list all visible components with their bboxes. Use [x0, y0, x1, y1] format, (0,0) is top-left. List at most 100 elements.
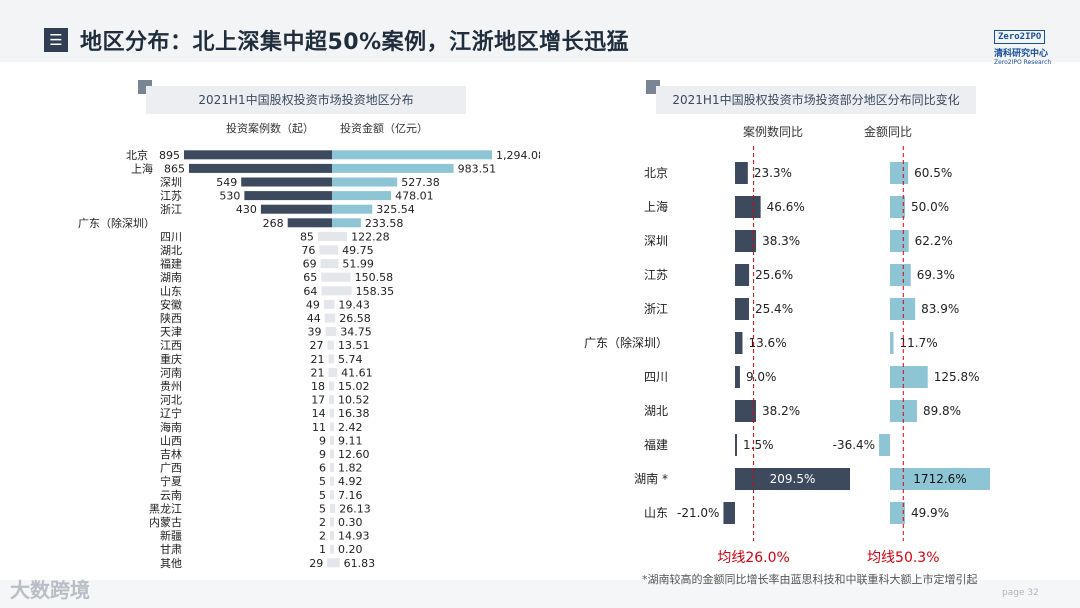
- count-bar: [330, 490, 332, 500]
- category-label: 内蒙古: [149, 515, 182, 529]
- category-label: 北京: [126, 148, 148, 162]
- count-value-label: 549: [216, 176, 237, 189]
- case-average-label: 均线26.0%: [717, 550, 789, 566]
- amount-value-label: 233.58: [365, 217, 404, 230]
- category-label: 湖北: [160, 244, 182, 257]
- count-bar: [330, 544, 332, 554]
- category-label: 深圳: [160, 176, 182, 189]
- amount-yoy-value-label: -36.4%: [833, 438, 875, 452]
- category-label: 其他: [160, 557, 182, 570]
- amount-yoy-bar: [879, 434, 890, 456]
- amount-bar: [332, 517, 334, 527]
- amount-yoy-value-label: 60.5%: [914, 166, 952, 180]
- amount-bar: [332, 231, 348, 241]
- category-label: 湖北: [644, 403, 668, 418]
- menu-icon[interactable]: ☰: [44, 28, 68, 52]
- amount-value-label: 527.38: [401, 176, 440, 189]
- count-value-label: 17: [311, 394, 325, 407]
- count-value-label: 11: [312, 421, 326, 434]
- amount-value-label: 61.83: [344, 557, 376, 570]
- category-label: 云南: [160, 489, 182, 502]
- amount-yoy-bar: [890, 230, 909, 252]
- case-yoy-value-label: 38.2%: [762, 404, 800, 418]
- count-value-label: 18: [311, 380, 325, 393]
- legend-amount: 投资金额（亿元）: [340, 121, 428, 135]
- count-value-label: 21: [311, 353, 325, 366]
- count-value-label: 49: [306, 298, 320, 311]
- case-yoy-bar: [735, 264, 750, 286]
- count-value-label: 5: [319, 502, 326, 515]
- case-yoy-bar: [735, 196, 761, 218]
- amount-yoy-value-label: 83.9%: [921, 302, 959, 316]
- category-label: 湖南 *: [634, 471, 668, 486]
- count-bar: [321, 272, 332, 282]
- count-bar: [327, 340, 332, 350]
- category-label: 山东: [160, 285, 182, 298]
- amount-value-label: 983.51: [458, 162, 497, 175]
- count-bar: [330, 422, 332, 432]
- series-label-case: 案例数同比: [743, 124, 803, 139]
- count-value-label: 530: [219, 190, 240, 203]
- case-yoy-bar: [735, 434, 737, 456]
- amount-bar: [332, 204, 373, 214]
- amount-yoy-value-label: 1712.6%: [913, 472, 966, 486]
- amount-bar: [332, 340, 334, 350]
- amount-bar: [332, 313, 336, 323]
- amount-yoy-bar: [890, 332, 894, 354]
- case-yoy-bar: [735, 468, 850, 490]
- amount-bar: [332, 286, 352, 296]
- series-label-amount: 金额同比: [864, 124, 912, 139]
- count-bar: [321, 286, 332, 296]
- amount-value-label: 19.43: [338, 298, 370, 311]
- amount-value-label: 13.51: [338, 339, 370, 352]
- amount-value-label: 150.58: [355, 271, 394, 284]
- case-yoy-value-label: 25.6%: [755, 268, 793, 282]
- amount-yoy-bar: [890, 502, 905, 524]
- amount-value-label: 0.30: [338, 516, 363, 529]
- amount-yoy-value-label: 69.3%: [917, 268, 955, 282]
- category-label: 四川: [644, 370, 668, 384]
- category-label: 贵州: [160, 380, 182, 393]
- category-label: 吉林: [160, 447, 182, 461]
- amount-value-label: 49.75: [342, 244, 374, 257]
- amount-average-label: 均线50.3%: [867, 550, 939, 566]
- category-label: 辽宁: [160, 406, 182, 420]
- count-bar: [330, 503, 332, 513]
- watermark: 大数跨境: [10, 578, 90, 602]
- category-label: 黑龙江: [149, 502, 182, 515]
- logo-en-text: Zero2IPO Research: [994, 59, 1052, 66]
- count-bar: [330, 463, 332, 473]
- amount-value-label: 10.52: [338, 394, 370, 407]
- amount-value-label: 4.92: [338, 475, 363, 488]
- amount-bar: [332, 299, 335, 309]
- count-value-label: 39: [308, 326, 322, 339]
- amount-value-label: 7.16: [338, 489, 363, 502]
- count-bar: [328, 367, 332, 377]
- category-label: 江苏: [644, 268, 668, 282]
- page-title: 地区分布：北上深集中超50%案例，江浙地区增长迅猛: [80, 30, 630, 55]
- footnote: *湖南较高的金额同比增长率由蓝思科技和中联重科大额上市定增引起: [642, 573, 978, 586]
- case-yoy-value-label: 9.0%: [746, 370, 777, 384]
- amount-yoy-value-label: 125.8%: [934, 370, 980, 384]
- amount-bar: [332, 381, 334, 391]
- amount-yoy-bar: [890, 366, 928, 388]
- amount-value-label: 2.42: [338, 421, 363, 434]
- category-label: 广东（除深圳）: [78, 216, 155, 230]
- count-bar: [260, 204, 332, 214]
- amount-yoy-value-label: 50.0%: [911, 200, 949, 214]
- count-value-label: 6: [319, 462, 326, 475]
- count-value-label: 44: [307, 312, 321, 325]
- category-label: 四川: [160, 230, 182, 243]
- case-yoy-value-label: 23.3%: [754, 166, 792, 180]
- amount-value-label: 16.38: [338, 407, 370, 420]
- amount-bar: [332, 354, 334, 364]
- count-bar: [188, 163, 332, 173]
- category-label: 江西: [160, 339, 182, 352]
- amount-yoy-bar: [890, 196, 905, 218]
- category-label: 陕西: [160, 311, 182, 325]
- category-label: 上海: [644, 199, 668, 214]
- count-value-label: 27: [310, 339, 324, 352]
- count-value-label: 21: [311, 366, 325, 379]
- category-label: 福建: [644, 437, 668, 452]
